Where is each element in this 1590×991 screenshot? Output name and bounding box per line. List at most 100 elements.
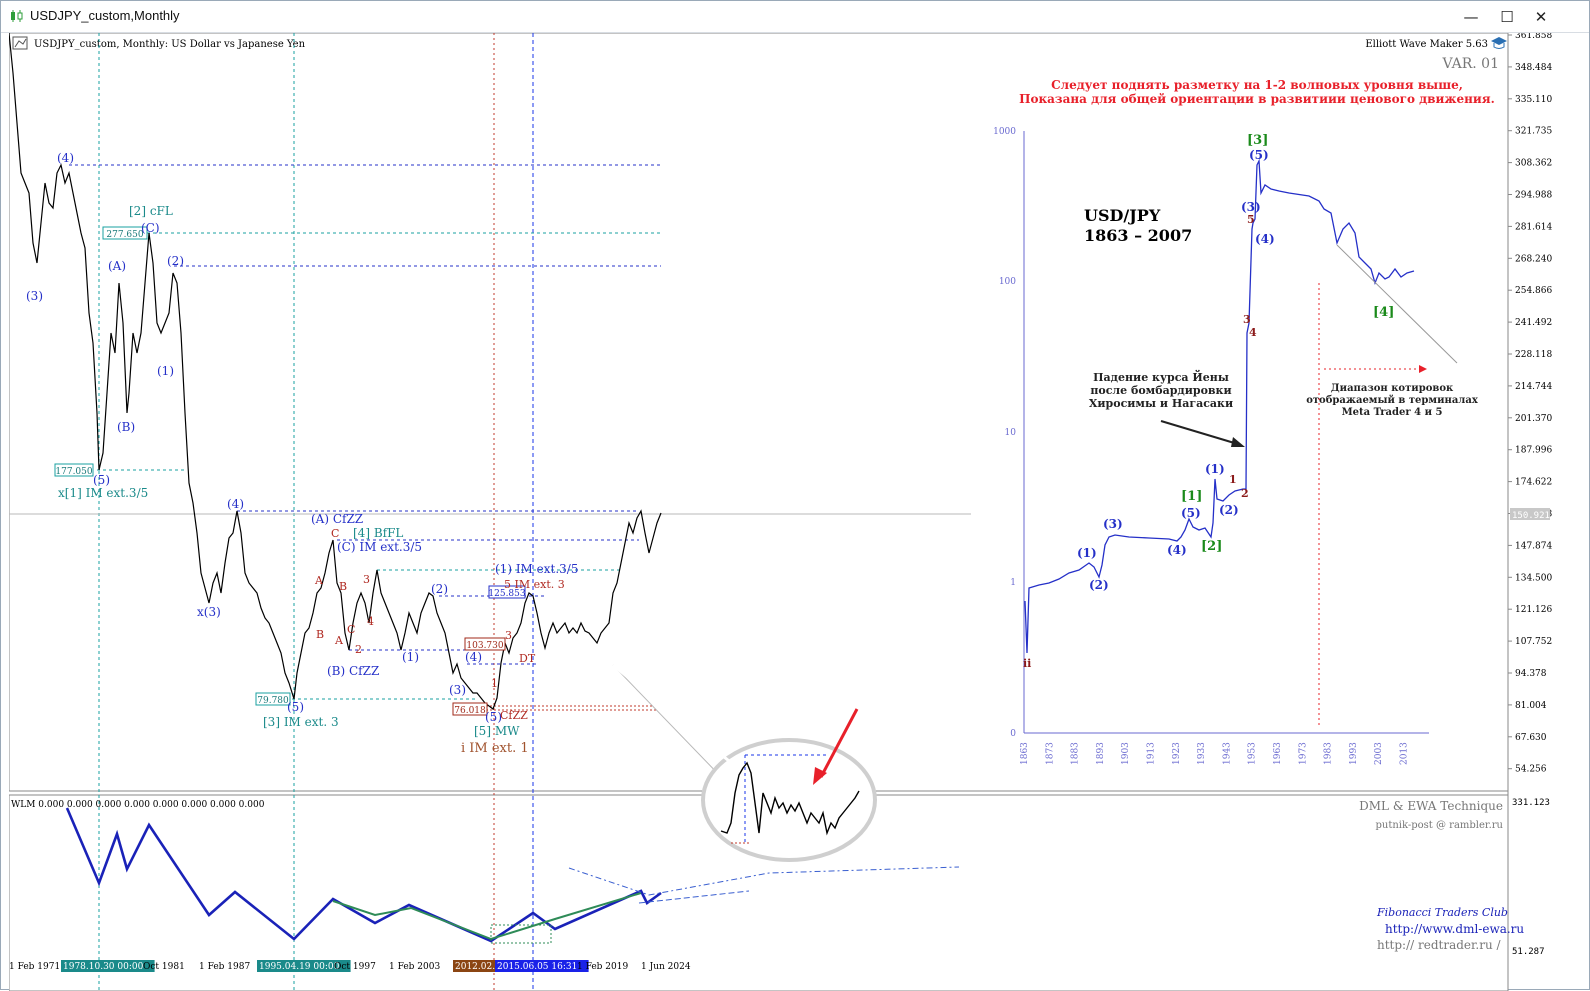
inset-black-arrow — [1160, 420, 1242, 446]
title-bar[interactable]: USDJPY_custom,Monthly — ☐ ✕ — [1, 1, 1589, 33]
wave-label: B — [339, 580, 347, 593]
wlm-projection-2 — [638, 890, 750, 904]
inset-x-label: 1863 — [1020, 742, 1030, 765]
inset-wave: 2 — [1241, 487, 1249, 500]
price-box-177: 177.050 — [54, 463, 94, 477]
price-axis-label: 147.874 — [1515, 541, 1552, 551]
wave-label: 4 — [367, 615, 374, 628]
notice-line-2: Показана для общей ориентации в развитии… — [1019, 92, 1495, 106]
inset-chart: 1000 100 10 1 0 1863 1873 1883 1893 1903 1913… — [993, 127, 1479, 765]
wave-label: 3 — [363, 573, 370, 586]
inset-series — [1024, 158, 1415, 654]
inset-annotation: отображаемый в терминалах — [1306, 395, 1479, 406]
inset-wave: (5) — [1249, 148, 1269, 162]
svg-text:150.921: 150.921 — [1512, 511, 1550, 521]
inset-wave: (4) — [1167, 543, 1187, 557]
price-axis-label: 294.988 — [1515, 191, 1552, 201]
sub-axis-top: 331.123 — [1512, 798, 1550, 808]
time-axis-label: 1 Feb 1987 — [199, 962, 250, 972]
time-axis-label: 2012.02. — [455, 962, 495, 972]
wave-label: (4) — [57, 151, 74, 165]
inset-x-label: 2013 — [1400, 742, 1410, 765]
inset-wave: 4 — [1249, 326, 1257, 339]
inset-arrow-head — [1419, 365, 1427, 373]
wave-label: [2] cFL — [129, 204, 173, 218]
price-box-125: 125.853 — [488, 585, 526, 599]
wave-label: (4) — [227, 497, 244, 511]
inset-x-label: 1923 — [1172, 742, 1182, 765]
primary-wave-label: i IM ext. 1 — [461, 741, 529, 756]
wave-label: (5) — [287, 700, 304, 714]
price-axis-label: 81.004 — [1515, 701, 1547, 711]
inset-y-label: 1 — [1010, 578, 1016, 588]
wave-label: (B) CfZZ — [327, 664, 379, 678]
wlm-box — [490, 924, 552, 944]
price-box-277: 277.650 — [102, 226, 148, 240]
wave-label: CfZZ — [500, 709, 528, 722]
indicator-values: WLM 0.000 0.000 0.000 0.000 0.000 0.000 … — [11, 800, 265, 810]
inset-x-label: 1933 — [1197, 742, 1207, 765]
price-axis-label: 107.752 — [1515, 637, 1552, 647]
price-box-79: 79.780 — [255, 692, 291, 706]
price-axis-label: 308.362 — [1515, 159, 1552, 169]
close-button[interactable]: ✕ — [1534, 8, 1548, 26]
time-axis-label: 1978.10.30 00:00 — [63, 962, 144, 972]
inset-y-label: 100 — [999, 277, 1016, 287]
time-axis-label: Oct 1997 — [334, 962, 376, 972]
price-axis-label: 214.744 — [1515, 382, 1552, 392]
inset-annotation: Хиросимы и Нагасаки — [1089, 397, 1233, 410]
inset-title-2: 1863 – 2007 — [1084, 226, 1192, 245]
chart-canvas[interactable]: USDJPY_custom, Monthly: US Dollar vs Jap… — [9, 33, 1589, 991]
credit-line: DML & EWA Technique — [1359, 799, 1503, 813]
wave-label: (5) — [93, 473, 110, 487]
wave-label: (1) IM ext.3/5 — [495, 562, 578, 576]
inset-annotation: после бомбардировки — [1090, 384, 1231, 397]
inset-x-label: 1993 — [1349, 742, 1359, 765]
inset-wave: (1) — [1077, 546, 1097, 560]
price-axis-label: 187.996 — [1515, 446, 1552, 456]
inset-wave: 3 — [1243, 313, 1251, 326]
credit-link[interactable]: http://www.dml-ewa.ru — [1385, 922, 1524, 936]
inset-y-label: 1000 — [993, 127, 1016, 137]
credit-line: Fibonacci Traders Club — [1376, 906, 1508, 919]
price-axis-label: 254.866 — [1515, 286, 1552, 296]
wave-label: [4] BfFL — [353, 526, 403, 540]
inset-wave: [3] — [1247, 133, 1268, 148]
wave-label: 2 — [355, 643, 362, 656]
inset-trendline — [1336, 244, 1458, 364]
price-axis-label: 67.630 — [1515, 733, 1547, 743]
inset-x-label: 1963 — [1273, 742, 1283, 765]
price-axis-label: 201.370 — [1515, 414, 1552, 424]
svg-text:103.730: 103.730 — [466, 641, 503, 651]
inset-annotation: Meta Trader 4 и 5 — [1342, 407, 1443, 418]
inset-y-label: 0 — [1010, 729, 1016, 739]
maximize-button[interactable]: ☐ — [1500, 8, 1514, 26]
price-axis-label: 54.256 — [1515, 765, 1547, 775]
time-axis-label: 2015.06.05 16:31 — [497, 962, 577, 972]
wave-label: (1) — [157, 364, 174, 378]
chart-candles-icon — [11, 10, 23, 22]
minimize-button[interactable]: — — [1463, 8, 1479, 26]
variant-label: VAR. 01 — [1441, 56, 1499, 72]
price-axis-label: 121.126 — [1515, 605, 1552, 615]
inset-x-label: 1973 — [1298, 742, 1308, 765]
wave-label: B — [316, 628, 324, 641]
time-axis-label: 1995.04.19 00:00 — [259, 962, 340, 972]
inset-x-label: 1943 — [1222, 742, 1232, 765]
inset-arrow-head — [1231, 437, 1245, 447]
inset-wave: (2) — [1219, 503, 1239, 517]
wave-label: (C) — [141, 221, 160, 235]
notice-line-1: Следует поднять разметку на 1-2 волновых… — [1051, 78, 1463, 92]
inset-wave: (3) — [1103, 517, 1123, 531]
credit-link[interactable]: http:// redtrader.ru / — [1377, 938, 1502, 952]
time-axis-label: 1 Jun 2024 — [641, 962, 691, 972]
wave-label: (4) — [465, 650, 482, 664]
price-axis-label: 281.614 — [1515, 222, 1552, 232]
time-axis-label: Oct 1981 — [143, 962, 185, 972]
price-axis-label: 174.622 — [1515, 478, 1552, 488]
wave-label: (A) — [108, 259, 126, 273]
main-pane[interactable] — [9, 33, 1509, 792]
price-axis-label: 361.858 — [1515, 33, 1552, 41]
price-axis-label: 348.484 — [1515, 63, 1552, 73]
